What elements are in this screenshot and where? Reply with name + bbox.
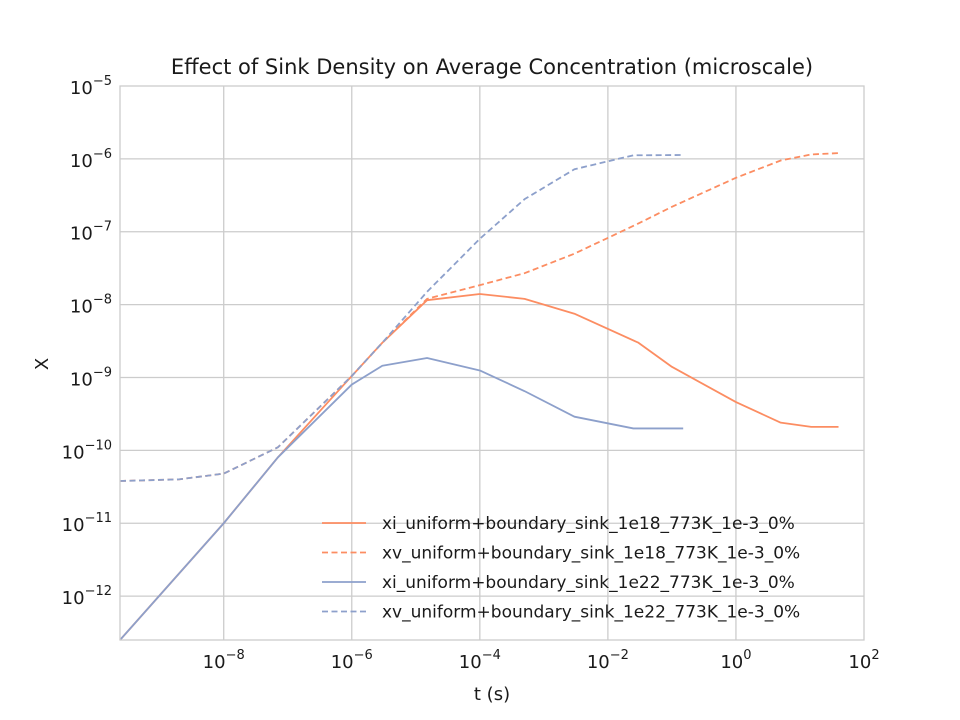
y-axis-label: X [32,358,53,370]
legend-label-1: xi_uniform+boundary_sink_1e18_773K_1e-3_… [382,514,795,534]
chart-title: Effect of Sink Density on Average Concen… [171,55,813,79]
legend: xi_uniform+boundary_sink_1e18_773K_1e-3_… [322,514,800,623]
x-axis-label: t (s) [474,684,510,705]
y-tick-label: 10−8 [70,293,112,318]
tick-labels: 10−8 10−6 10−4 10−2 100 102 10−12 10−11 10−10 10−… [62,74,880,673]
y-tick-label: 10−12 [62,584,112,609]
y-tick-label: 10−5 [70,74,112,99]
series-lines [119,152,839,641]
y-tick-label: 10−9 [70,365,112,390]
y-tick-label: 10−6 [70,147,112,172]
y-tick-label: 10−7 [70,220,112,245]
x-tick-label: 10−6 [331,648,373,673]
series-line-3 [119,357,684,641]
legend-label-2: xv_uniform+boundary_sink_1e18_773K_1e-3_… [382,544,800,564]
y-tick-label: 10−11 [62,511,112,536]
x-tick-label: 10−4 [459,648,501,673]
grid-lines [120,86,864,640]
plot-frame [119,85,865,641]
series-line-4 [119,154,684,482]
x-tick-label: 100 [720,648,751,673]
series-line-1 [119,293,839,641]
legend-label-3: xi_uniform+boundary_sink_1e22_773K_1e-3_… [382,573,795,593]
x-tick-label: 102 [848,648,879,673]
x-tick-label: 10−2 [587,648,629,673]
y-tick-label: 10−10 [62,438,112,463]
x-tick-label: 10−8 [203,648,245,673]
legend-label-4: xv_uniform+boundary_sink_1e22_773K_1e-3_… [382,603,800,623]
